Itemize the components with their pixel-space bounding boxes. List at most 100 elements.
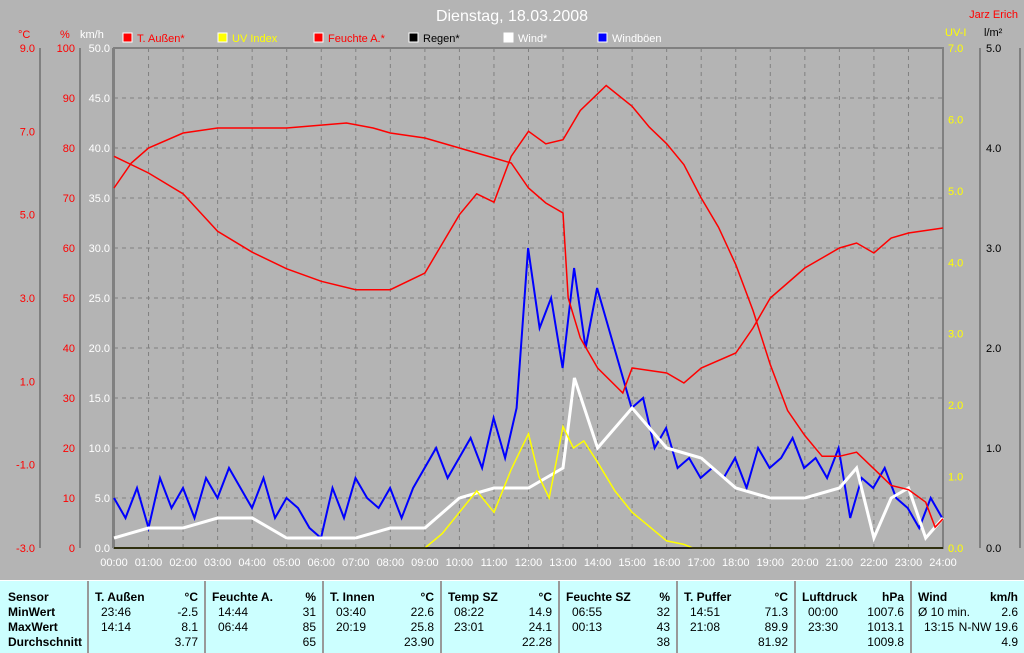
- avg-value: 4.9: [1001, 635, 1018, 649]
- x-tick-label: 20:00: [791, 557, 819, 569]
- hum-tick-label: 100: [57, 43, 75, 55]
- legend-label: Feuchte A.*: [328, 33, 386, 45]
- column-unit: °C: [420, 590, 434, 604]
- avg-value: 23.90: [403, 635, 434, 649]
- hum-tick-label: 80: [63, 143, 75, 155]
- row-label: Sensor: [8, 590, 49, 604]
- avg-value: 1009.8: [867, 635, 904, 649]
- min-value: 71.3: [764, 605, 788, 619]
- wind-tick-label: 0.0: [95, 543, 110, 555]
- wind-tick-label: 15.0: [89, 393, 110, 405]
- rain-tick-label: 5.0: [986, 43, 1001, 55]
- uv-tick-label: 0.0: [948, 543, 963, 555]
- min-time: 14:44: [218, 605, 249, 619]
- stats-column: Wind km/h Ø 10 min. 2.6 13:15 N-NW 19.6 4.9: [912, 581, 1024, 653]
- legend-label: Windböen: [612, 33, 662, 45]
- x-tick-label: 19:00: [757, 557, 785, 569]
- column-unit: %: [659, 590, 670, 604]
- x-tick-label: 00:00: [100, 557, 128, 569]
- x-tick-label: 11:00: [481, 557, 508, 569]
- hum-tick-label: 20: [63, 443, 75, 455]
- x-tick-label: 09:00: [411, 557, 439, 569]
- stats-column: Temp SZ °C 08:22 14.9 23:01 24.1 22.28: [442, 581, 560, 653]
- column-unit: %: [305, 590, 316, 604]
- min-time: 14:51: [690, 605, 721, 619]
- legend-swatch: [408, 32, 419, 43]
- uv-tick-label: 4.0: [948, 257, 963, 269]
- min-value: 14.9: [528, 605, 552, 619]
- rain-tick-label: 2.0: [986, 343, 1001, 355]
- min-value: 22.6: [410, 605, 434, 619]
- rain-tick-label: 1.0: [986, 443, 1001, 455]
- max-time: 00:13: [572, 620, 603, 634]
- x-tick-label: 12:00: [515, 557, 543, 569]
- wind-tick-label: 25.0: [89, 293, 110, 305]
- x-tick-label: 06:00: [307, 557, 335, 569]
- min-value: 31: [302, 605, 316, 619]
- wind-tick-label: 20.0: [89, 343, 110, 355]
- x-tick-label: 17:00: [687, 557, 715, 569]
- temp-tick-label: 7.0: [20, 126, 35, 138]
- avg-value: 65: [302, 635, 316, 649]
- column-unit: °C: [774, 590, 788, 604]
- series-line-windb-en: [113, 247, 944, 540]
- max-value: N-NW 19.6: [958, 620, 1018, 634]
- column-unit: °C: [538, 590, 552, 604]
- x-tick-label: 23:00: [895, 557, 923, 569]
- wind-tick-label: 45.0: [89, 93, 110, 105]
- chart: Dienstag, 18.03.2008 Jarz Erich °C % km/…: [16, 8, 1021, 569]
- uv-tick-label: 1.0: [948, 472, 963, 484]
- max-value: 1013.1: [867, 620, 904, 634]
- row-label: Durchschnitt: [8, 635, 83, 649]
- legend-swatch: [217, 32, 228, 43]
- min-value: 2.6: [1001, 605, 1018, 619]
- x-tick-label: 04:00: [238, 557, 266, 569]
- column-name: Feuchte A.: [212, 590, 273, 604]
- column-unit: km/h: [989, 590, 1018, 604]
- stats-table: Sensor MinWert MaxWert Durchschnitt T. Außen…: [0, 580, 1024, 653]
- uv-tick-label: 3.0: [948, 329, 963, 341]
- max-time: 23:01: [454, 620, 485, 634]
- avg-value: 3.77: [174, 635, 198, 649]
- hum-tick-label: 70: [63, 193, 75, 205]
- legend-label: Wind*: [518, 33, 548, 45]
- max-value: 89.9: [764, 620, 788, 634]
- rain-tick-label: 3.0: [986, 243, 1001, 255]
- legend-label: UV Index: [232, 33, 278, 45]
- min-time: 23:46: [101, 605, 132, 619]
- x-tick-label: 07:00: [342, 557, 370, 569]
- x-tick-label: 24:00: [929, 557, 957, 569]
- stats-column: Feuchte SZ% 06:55 32 00:13 43 38: [560, 581, 678, 653]
- hum-tick-label: 50: [63, 293, 75, 305]
- legend-label: T. Außen*: [137, 33, 185, 45]
- temp-tick-label: 1.0: [20, 376, 35, 388]
- x-tick-label: 15:00: [618, 557, 646, 569]
- temp-tick-label: -1.0: [16, 460, 35, 472]
- x-tick-label: 08:00: [377, 557, 405, 569]
- series-line-feuchte-a-: [113, 122, 944, 395]
- hum-tick-label: 0: [69, 543, 75, 555]
- min-time: 08:22: [454, 605, 485, 619]
- uv-tick-label: 6.0: [948, 114, 963, 126]
- hum-unit-label: %: [60, 29, 70, 41]
- uv-tick-label: 5.0: [948, 186, 963, 198]
- x-tick-label: 01:00: [135, 557, 163, 569]
- column-name: Luftdruck: [802, 590, 858, 604]
- x-tick-label: 13:00: [549, 557, 577, 569]
- max-time: 06:44: [218, 620, 249, 634]
- x-tick-label: 16:00: [653, 557, 681, 569]
- legend-label: Regen*: [423, 33, 460, 45]
- stats-column: Feuchte A.% 14:44 31 06:44 85 65: [206, 581, 324, 653]
- wind-tick-label: 30.0: [89, 243, 110, 255]
- x-tick-label: 21:00: [826, 557, 854, 569]
- temp-unit-label: °C: [18, 29, 30, 41]
- hum-tick-label: 90: [63, 93, 75, 105]
- column-name: T. Innen: [330, 590, 375, 604]
- max-time: 20:19: [336, 620, 367, 634]
- rain-tick-label: 4.0: [986, 143, 1001, 155]
- rain-tick-label: 0.0: [986, 543, 1001, 555]
- x-tick-label: 03:00: [204, 557, 232, 569]
- max-value: 8.1: [181, 620, 198, 634]
- max-value: 85: [302, 620, 316, 634]
